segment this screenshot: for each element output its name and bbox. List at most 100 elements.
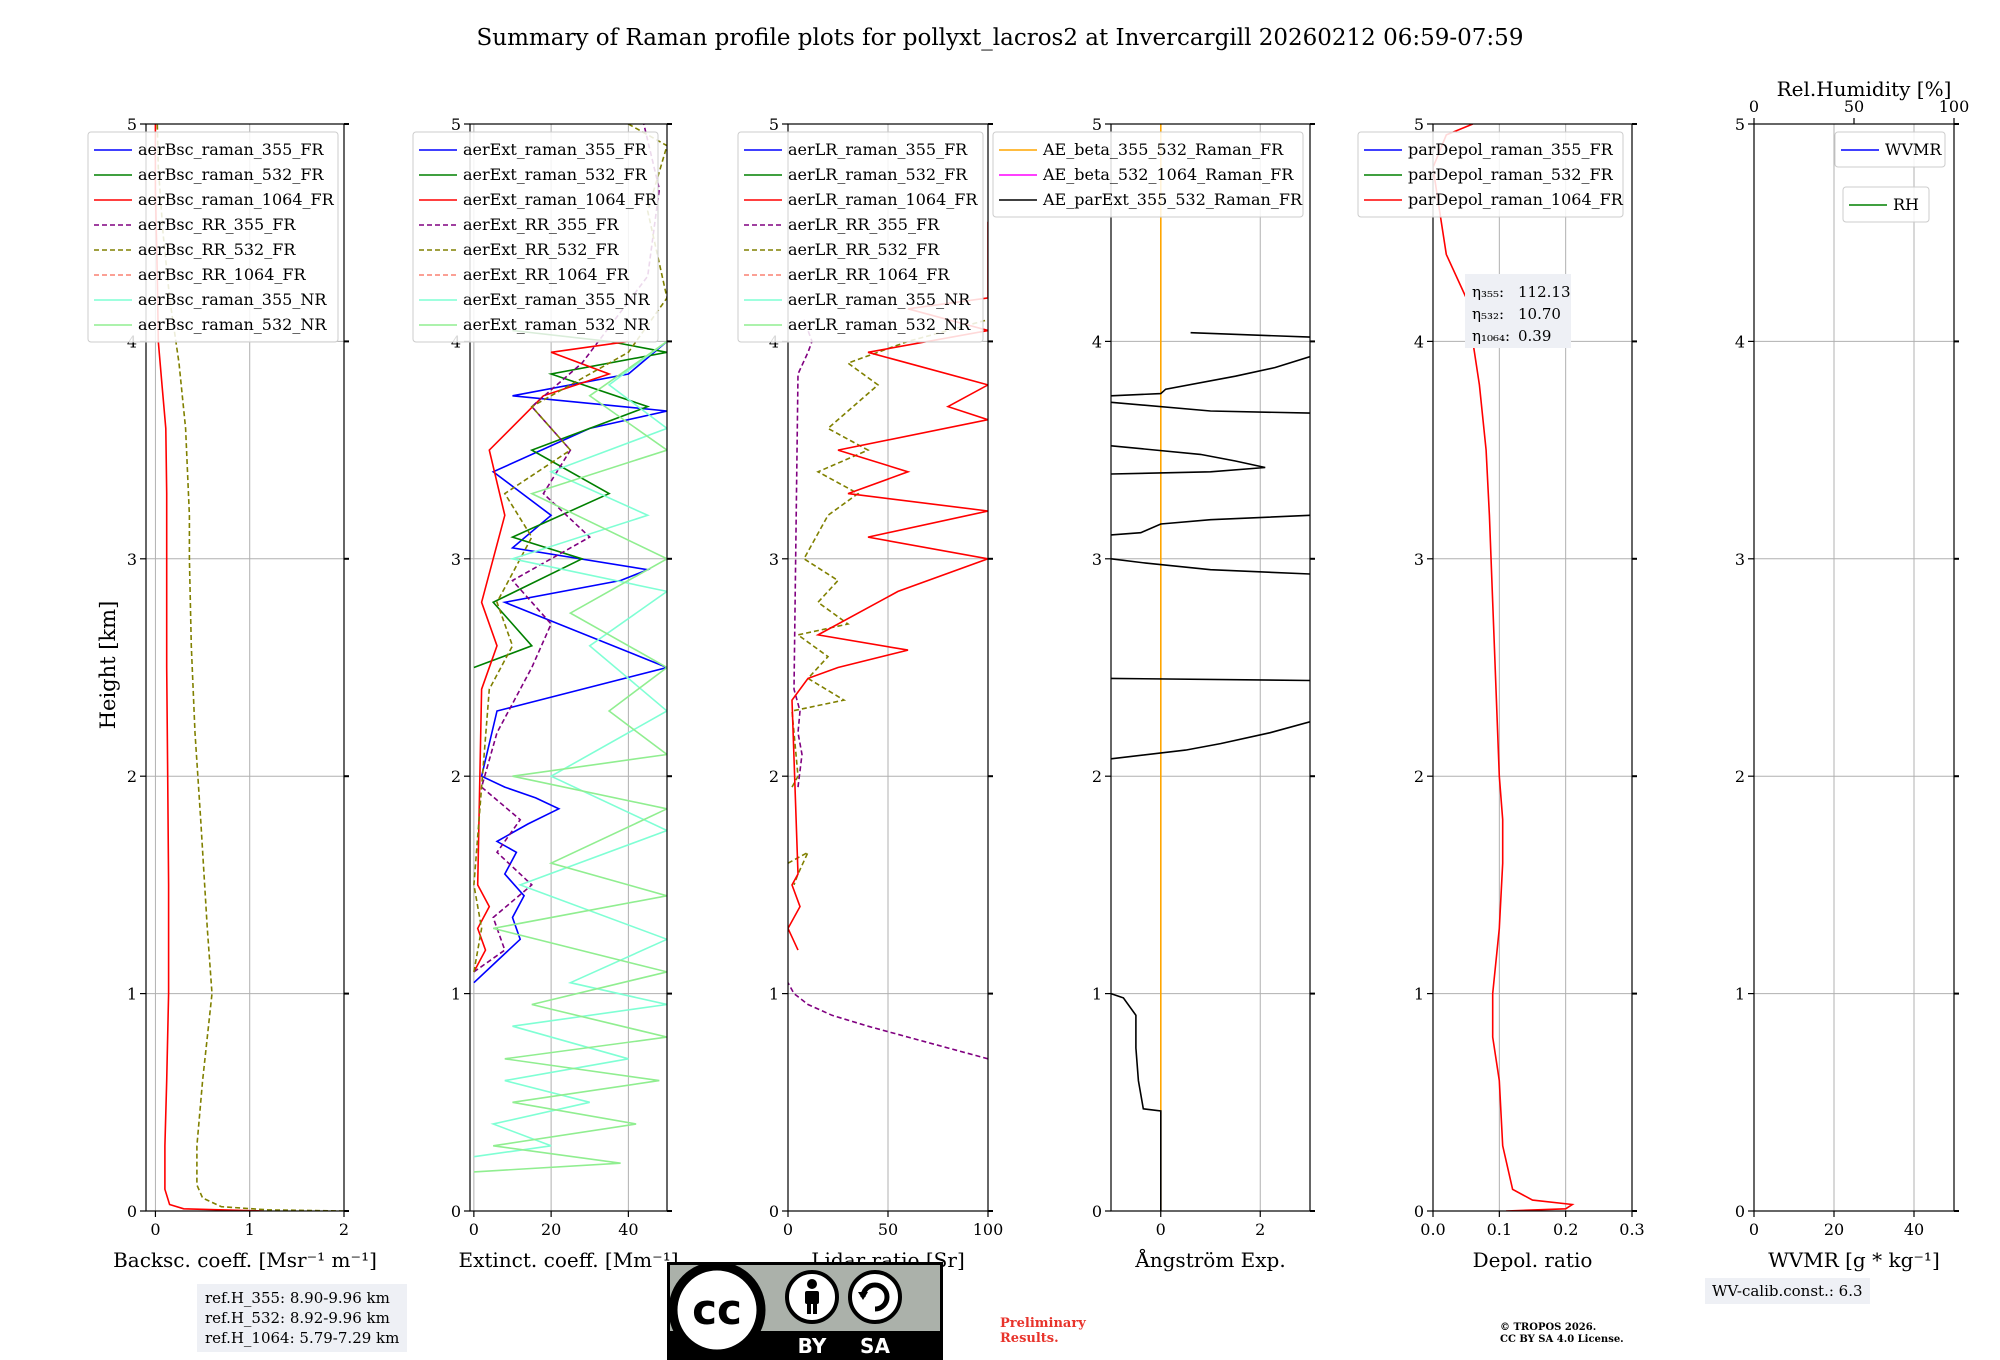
legend-label: AE_beta_532_1064_Raman_FR — [1042, 165, 1294, 184]
y-tick-label: 3 — [1414, 550, 1424, 569]
series-line-aerExt_raman_1064_FR — [473, 340, 629, 973]
legend-label: aerLR_raman_1064_FR — [788, 190, 978, 209]
axes-frame — [1432, 123, 1633, 1212]
legend-label: aerExt_raman_532_FR — [463, 165, 648, 184]
series-line-aerLR_RR_355_FR_upper — [793, 319, 813, 788]
panel-depolarization: 0 1 2 3 4 5 0.0 0.1 0.2 0.3 Depol. ratio parDepol_r… — [1357, 115, 1645, 1272]
attribution-person-icon — [785, 1270, 839, 1324]
series-line-AE_parExt_355_532_Raman_FR_f — [1111, 445, 1266, 475]
legend-label: aerBsc_RR_1064_FR — [138, 265, 307, 284]
x-tick-label: 20 — [541, 1220, 561, 1239]
legend-label: aerLR_raman_355_NR — [788, 290, 971, 309]
series-line-AE_parExt_355_532_Raman_FR_b — [1111, 721, 1310, 760]
top-x-tick-label: 100 — [1939, 97, 1970, 116]
legend-box — [1357, 131, 1624, 218]
preliminary-note: Preliminary Results. — [1000, 1316, 1086, 1346]
y-axis-label: Height [km] — [96, 601, 120, 730]
y-tick-label: 1 — [1414, 985, 1424, 1004]
wv-calibration-box: WV-calib.const.: 6.3 — [1705, 1278, 1870, 1304]
y-tick-label: 2 — [1414, 767, 1424, 786]
y-tick-label: 3 — [769, 550, 779, 569]
x-axis-label: Extinct. coeff. [Mm⁻¹] — [458, 1248, 678, 1272]
cc-logo-text: cc — [692, 1285, 742, 1334]
series-line-aerLR_RR_355_FR — [788, 982, 988, 1060]
preliminary-line-1: Preliminary — [1000, 1316, 1086, 1331]
x-tick-label: 0.2 — [1553, 1220, 1578, 1239]
legend-label: aerExt_raman_532_NR — [463, 315, 651, 334]
eta-name: η₃₅₅: — [1472, 283, 1504, 301]
eta-value: 0.39 — [1518, 327, 1551, 345]
top-x-axis-label: Rel.Humidity [%] — [1777, 77, 1952, 101]
y-tick-label: 0 — [451, 1202, 461, 1221]
y-tick-label: 5 — [451, 115, 461, 134]
series-line-parDepol_raman_1064_FR — [1433, 124, 1575, 1211]
y-tick-label: 1 — [769, 985, 779, 1004]
legend-label: aerLR_raman_355_FR — [788, 140, 968, 159]
legend-label: aerLR_raman_532_NR — [788, 315, 971, 334]
y-tick-label: 5 — [1092, 115, 1102, 134]
legend: WVMR — [1834, 131, 1946, 168]
series-line-AE_parExt_355_532_Raman_FR_g — [1111, 401, 1310, 414]
annotation-box — [1465, 274, 1571, 348]
panel-lidar_ratio: 012345050100Lidar ratio [Sr]aerLR_raman_… — [737, 115, 1003, 1272]
panel-backscatter: 012345012Backsc. coeff. [Msr⁻¹ m⁻¹]aerBs… — [87, 115, 377, 1272]
x-tick-label: 40 — [618, 1220, 638, 1239]
legend-label: aerBsc_raman_532_FR — [138, 165, 324, 184]
legend-label: aerBsc_RR_355_FR — [138, 215, 296, 234]
x-tick-label: 0 — [783, 1220, 793, 1239]
legend-label: aerExt_raman_355_FR — [463, 140, 648, 159]
legend: aerBsc_raman_355_FR aerBsc_raman_532_FRae… — [87, 131, 339, 343]
x-tick-label: 2 — [1255, 1220, 1265, 1239]
y-tick-label: 3 — [1735, 550, 1745, 569]
legend-label: AE_beta_355_532_Raman_FR — [1042, 140, 1284, 159]
y-tick-label: 3 — [451, 550, 461, 569]
legend-label: parDepol_raman_532_FR — [1408, 165, 1614, 184]
series-line-aerExt_raman_355_FR — [473, 340, 667, 984]
y-tick-label: 1 — [1735, 985, 1745, 1004]
series-line-aerLR_RR_532_FR — [791, 318, 988, 788]
legend-label: aerExt_RR_355_FR — [463, 215, 620, 234]
wv-calibration-text: WV-calib.const.: 6.3 — [1712, 1282, 1863, 1300]
y-tick-label: 1 — [127, 985, 137, 1004]
y-tick-label: 5 — [1735, 115, 1745, 134]
legend-label: aerBsc_RR_532_FR — [138, 240, 296, 259]
x-tick-label: 0.3 — [1619, 1220, 1644, 1239]
legend-label: aerLR_RR_1064_FR — [788, 265, 950, 284]
legend: aerExt_raman_355_FR aerExt_raman_532_FRae… — [412, 131, 659, 343]
depol-eta-annotation: η₃₅₅: 112.13 η₅₃₂: 10.70 η₁₀₆₄: 0.39 — [1465, 274, 1571, 348]
legend-label: aerLR_RR_355_FR — [788, 215, 940, 234]
axes-frame — [1110, 123, 1311, 1212]
preliminary-line-2: Results. — [1000, 1331, 1059, 1346]
series-line-aerExt_RR_532_FR — [473, 124, 667, 973]
y-tick-label: 2 — [1092, 767, 1102, 786]
panel-extinction: 01234502040Extinct. coeff. [Mm⁻¹]aerExt_… — [412, 115, 679, 1272]
cc-circle-icon — [668, 1262, 766, 1359]
y-tick-label: 1 — [1092, 985, 1102, 1004]
ref-height-532: ref.H_532: 8.92-9.96 km — [205, 1309, 390, 1327]
y-tick-label: 4 — [1092, 332, 1102, 351]
x-tick-label: 0 — [469, 1220, 479, 1239]
top-x-tick-label: 0 — [1749, 97, 1759, 116]
ref-height-355: ref.H_355: 8.90-9.96 km — [205, 1289, 390, 1307]
series-line-AE_parExt_355_532_Raman_FR_d — [1111, 558, 1310, 575]
y-tick-label: 2 — [1735, 767, 1745, 786]
axes-frame — [145, 123, 345, 1212]
legend-label: aerLR_raman_532_FR — [788, 165, 968, 184]
copyright-note: © TROPOS 2026. CC BY SA 4.0 License. — [1500, 1322, 1624, 1346]
series-line-aerExt_raman_355_NR — [473, 340, 667, 1158]
y-tick-label: 4 — [1735, 332, 1745, 351]
copyright-line-1: © TROPOS 2026. — [1500, 1322, 1597, 1333]
legend-label: aerExt_RR_1064_FR — [463, 265, 630, 284]
legend-label: aerBsc_raman_355_NR — [138, 290, 327, 309]
y-tick-label: 0 — [127, 1202, 137, 1221]
legend-label: aerExt_raman_355_NR — [463, 290, 651, 309]
legend: aerLR_raman_355_FR aerLR_raman_532_FR aerL… — [737, 131, 984, 343]
legend-box — [412, 131, 659, 343]
axes-frame — [469, 123, 668, 1212]
y-tick-label: 5 — [127, 115, 137, 134]
y-tick-label: 1 — [451, 985, 461, 1004]
badge-by-label: BY — [798, 1334, 827, 1358]
y-tick-label: 5 — [769, 115, 779, 134]
x-tick-label: 0 — [1156, 1220, 1166, 1239]
legend: AE_beta_355_532_Raman_FR AE_beta_532_1064… — [992, 131, 1304, 218]
